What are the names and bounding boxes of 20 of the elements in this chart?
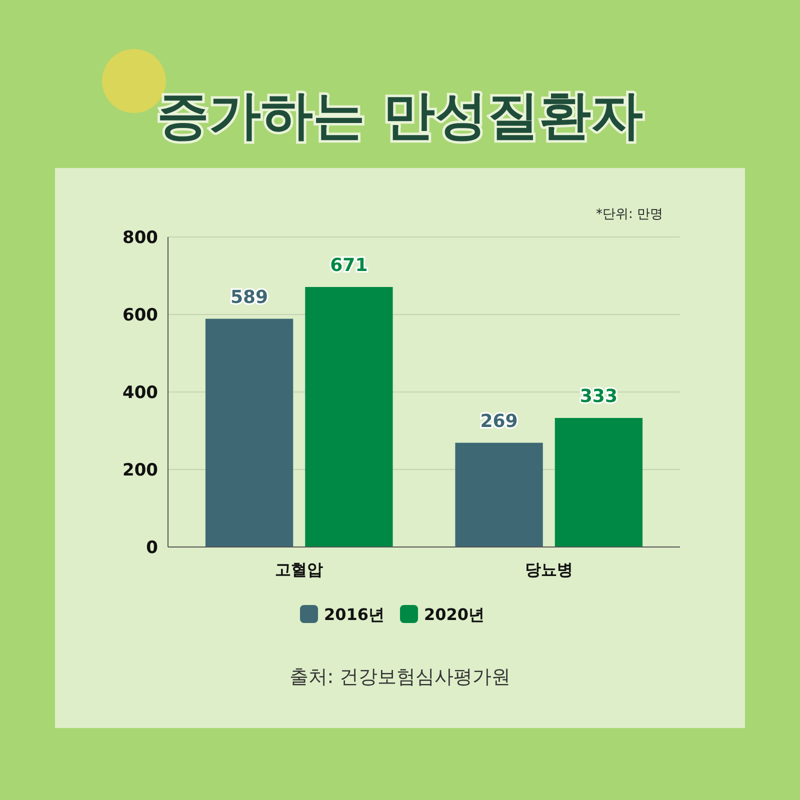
y-tick-label: 600: [122, 306, 158, 326]
y-tick-label: 200: [122, 460, 158, 480]
y-tick-label: 800: [122, 228, 158, 248]
x-tick-label: 당뇨병: [524, 560, 573, 579]
chart-title: 증가하는 만성질환자: [156, 86, 644, 146]
data-label: 589: [230, 286, 268, 308]
x-tick-label: 고혈압: [275, 560, 324, 579]
legend-label: 2020년: [424, 605, 485, 624]
text: *단위: 만명: [596, 207, 663, 222]
bar: [455, 442, 543, 547]
y-tick-label: 400: [122, 383, 158, 403]
bar: [305, 286, 393, 547]
source-note: 출처: 건강보험심사평가원: [289, 666, 511, 688]
y-tick-label: 0: [146, 538, 158, 558]
data-label: 269: [480, 410, 518, 432]
data-label: 671: [330, 254, 368, 276]
data-label: 333: [580, 386, 618, 407]
bar: [205, 318, 294, 547]
bar: [554, 418, 643, 547]
legend-label: 2016년: [324, 605, 385, 624]
